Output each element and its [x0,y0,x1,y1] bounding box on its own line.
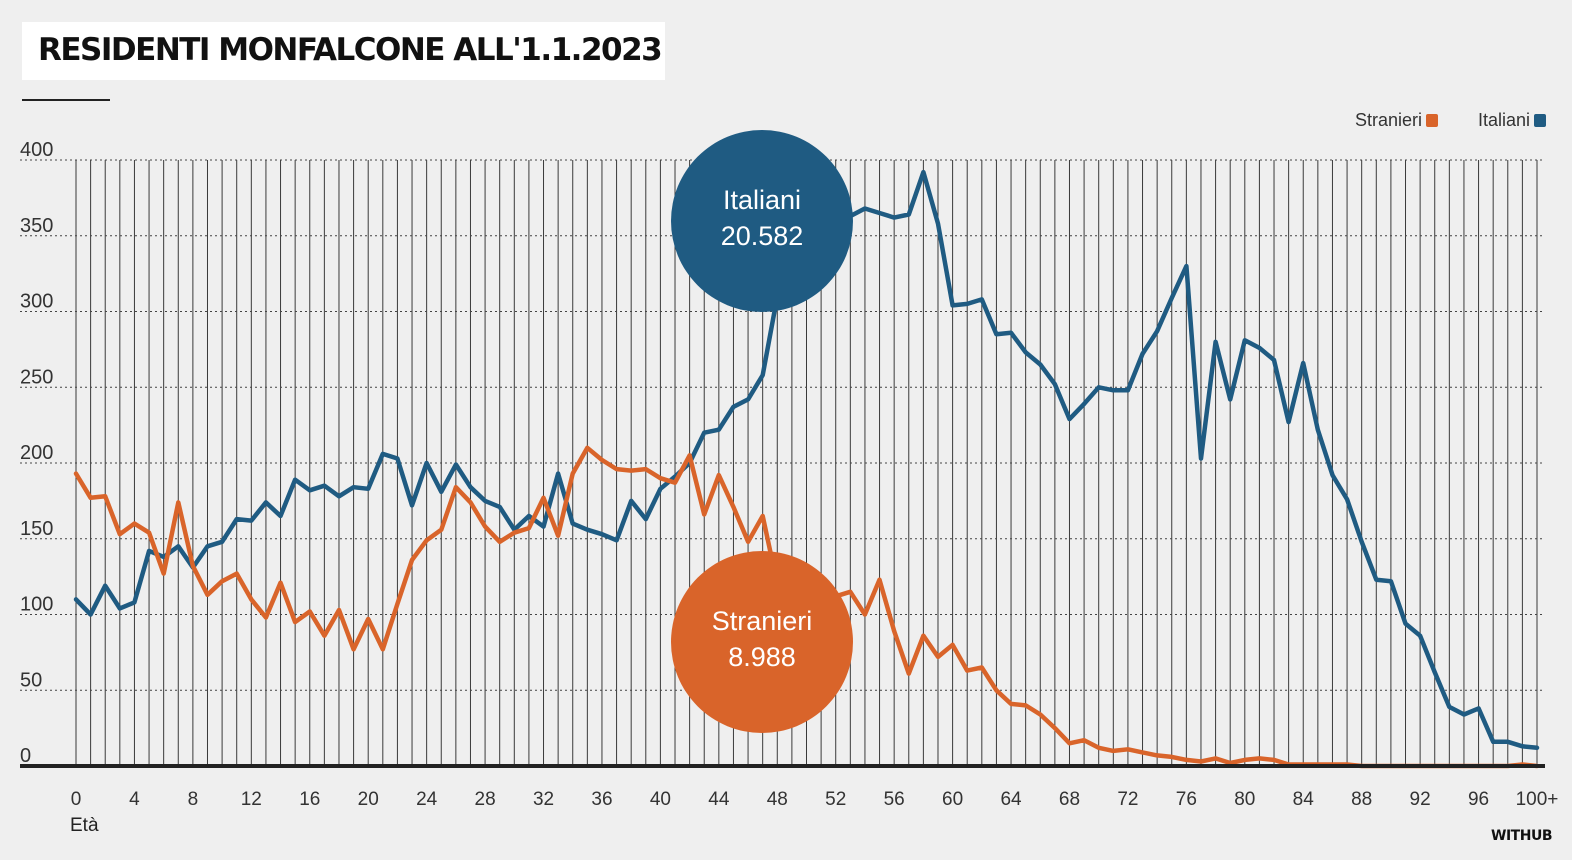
x-tick-label: 92 [1410,789,1431,810]
x-tick-label: 24 [416,789,438,810]
x-tick-label: 36 [591,789,612,810]
x-tick-label: 80 [1234,789,1255,810]
y-tick-label: 250 [20,366,53,388]
x-tick-label: 44 [708,789,730,810]
title-box: RESIDENTI MONFALCONE ALL'1.1.2023 [22,22,665,80]
x-tick-label: 68 [1059,789,1080,810]
x-tick-label: 12 [241,789,262,810]
x-tick-label: 64 [1000,789,1022,810]
y-tick-label: 400 [20,139,53,161]
x-tick-label: 20 [358,789,379,810]
x-tick-label: 16 [299,789,320,810]
bubble-label-stranieri: Stranieri [712,606,813,636]
x-tick-label: 48 [767,789,788,810]
x-tick-label: 40 [650,789,671,810]
x-tick-label: 0 [71,789,82,810]
bubble-total-italiani: 20.582 [721,221,804,251]
legend-swatch-stranieri [1425,113,1438,127]
x-tick-label: 60 [942,789,963,810]
x-tick-label: 72 [1117,789,1138,810]
legend-item-stranieri: Stranieri [1355,110,1438,131]
y-tick-label: 50 [20,669,42,691]
y-tick-label: 150 [20,518,53,540]
legend-label-stranieri: Stranieri [1354,109,1422,130]
x-tick-label: 96 [1468,789,1489,810]
x-tick-label: 4 [129,789,140,810]
x-tick-label: 76 [1176,789,1197,810]
x-tick-label: 28 [475,789,496,810]
y-tick-label: 100 [20,594,53,616]
chart-title: RESIDENTI MONFALCONE ALL'1.1.2023 [38,32,663,68]
x-tick-label: 100+ [1516,789,1559,810]
y-tick-label: 200 [20,442,53,464]
legend-label-italiani: Italiani [1477,109,1530,130]
legend: Stranieri Italiani [1315,110,1546,130]
legend-item-italiani: Italiani [1478,110,1546,131]
bubble-stranieri [671,551,853,733]
x-tick-label: 84 [1293,789,1315,810]
y-tick-label: 0 [20,745,31,767]
legend-swatch-italiani [1534,113,1546,127]
x-axis-label: Età [70,815,99,836]
x-tick-label: 56 [884,789,905,810]
source-credit: WITHUB [1491,828,1552,844]
title-rule [22,99,110,101]
x-tick-label: 88 [1351,789,1372,810]
x-tick-label: 32 [533,789,554,810]
bubble-italiani [671,130,853,312]
y-tick-label: 300 [20,291,53,313]
bubble-total-stranieri: 8.988 [728,642,796,672]
y-tick-label: 350 [20,215,53,237]
bubble-label-italiani: Italiani [723,185,801,215]
x-tick-label: 52 [825,789,846,810]
x-tick-label: 8 [188,789,199,810]
